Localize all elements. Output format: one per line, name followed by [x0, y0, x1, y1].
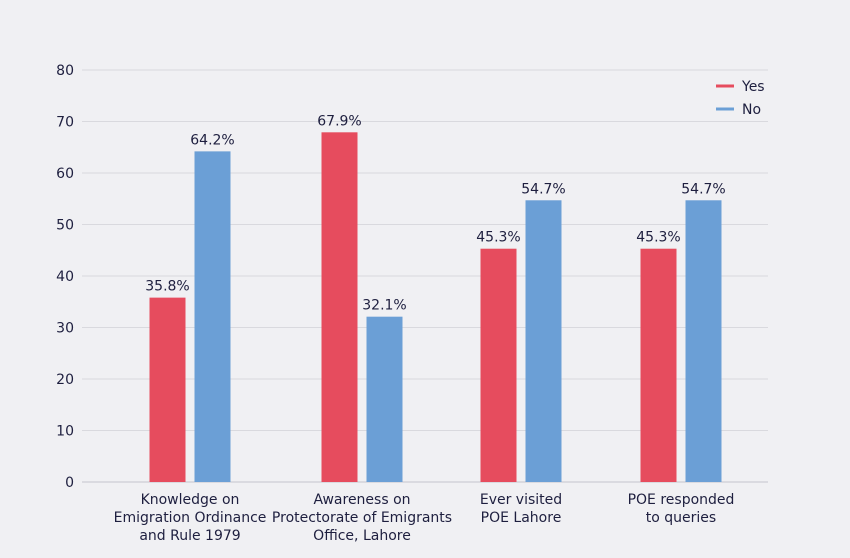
- x-category-label: to queries: [646, 510, 716, 526]
- data-label: 45.3%: [636, 230, 680, 246]
- x-axis: Knowledge on Emigration Ordinance and Rule…: [114, 492, 735, 544]
- y-tick-label: 10: [56, 424, 74, 440]
- y-axis: 0 10 20 30 40 50 60 70 80: [56, 63, 74, 491]
- x-category-label: Office, Lahore: [313, 528, 411, 544]
- data-label: 64.2%: [190, 132, 234, 148]
- data-label: 67.9%: [317, 113, 361, 129]
- data-label: 45.3%: [476, 230, 520, 246]
- y-tick-label: 30: [56, 321, 74, 337]
- data-label: 35.8%: [145, 279, 189, 295]
- bar-no: [194, 151, 231, 482]
- x-category-label: Knowledge on: [141, 492, 240, 508]
- bar-yes: [480, 248, 517, 482]
- y-tick-label: 70: [56, 115, 74, 131]
- bar-no: [685, 200, 722, 483]
- bar-no: [525, 200, 562, 483]
- y-tick-label: 50: [56, 218, 74, 234]
- legend-label-yes: Yes: [741, 79, 765, 95]
- bars: [149, 132, 722, 483]
- bar-yes: [149, 297, 186, 482]
- x-category-label: POE Lahore: [481, 510, 562, 526]
- x-category-label: Protectorate of Emigrants: [272, 510, 452, 526]
- legend: Yes No: [716, 79, 765, 118]
- y-tick-label: 60: [56, 166, 74, 182]
- data-label: 32.1%: [362, 298, 406, 314]
- data-label: 54.7%: [521, 181, 565, 197]
- legend-label-no: No: [742, 102, 761, 118]
- x-category-label: and Rule 1979: [139, 528, 240, 544]
- x-category-label: Awareness on: [313, 492, 410, 508]
- bar-no: [366, 316, 403, 482]
- bar-yes: [640, 248, 677, 482]
- y-tick-label: 80: [56, 63, 74, 79]
- x-category-label: Emigration Ordinance: [114, 510, 267, 526]
- y-tick-label: 40: [56, 269, 74, 285]
- y-tick-label: 20: [56, 372, 74, 388]
- x-category-label: Ever visited: [480, 492, 562, 508]
- x-category-label: POE responded: [628, 492, 735, 508]
- data-label: 54.7%: [681, 181, 725, 197]
- y-tick-label: 0: [65, 475, 74, 491]
- data-labels: 35.8% 64.2% 67.9% 32.1% 45.3% 54.7% 45.3% 54.7%: [145, 113, 725, 313]
- bar-yes: [321, 132, 358, 482]
